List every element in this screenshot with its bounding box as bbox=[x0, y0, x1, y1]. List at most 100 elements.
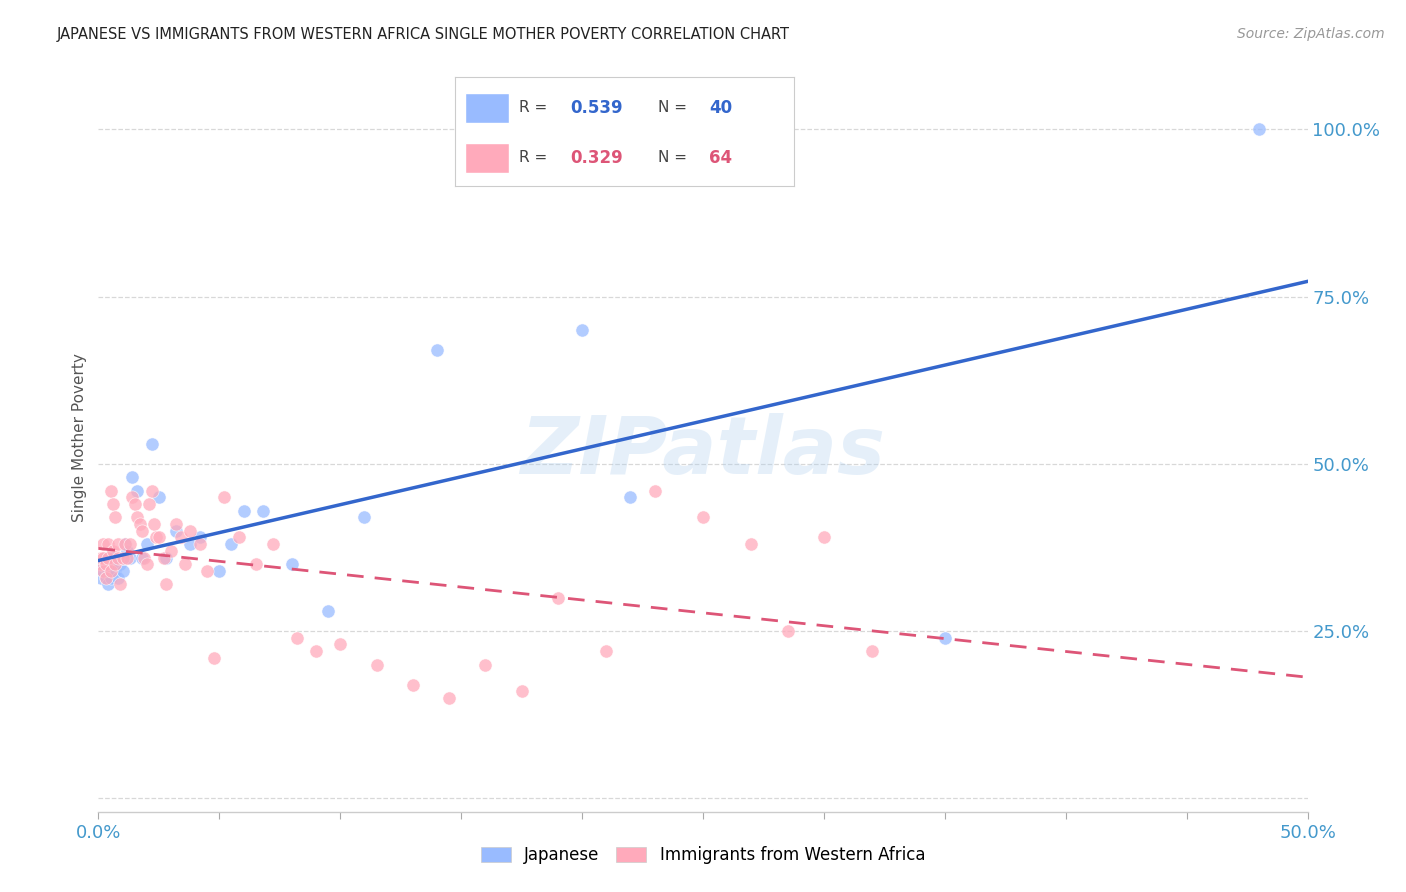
Point bbox=[165, 524, 187, 538]
Point bbox=[1249, 122, 1271, 136]
Point bbox=[135, 557, 157, 572]
Point bbox=[111, 564, 134, 578]
Point bbox=[619, 491, 641, 505]
Point bbox=[91, 564, 114, 578]
Point bbox=[692, 510, 714, 524]
Point bbox=[571, 323, 593, 337]
Point bbox=[329, 637, 352, 651]
Point bbox=[740, 537, 762, 551]
Point bbox=[128, 517, 150, 532]
Point bbox=[100, 557, 122, 572]
Point bbox=[245, 557, 267, 572]
Point bbox=[118, 550, 141, 565]
Point bbox=[155, 577, 177, 591]
Point bbox=[90, 550, 112, 565]
Point bbox=[91, 564, 114, 578]
Point bbox=[155, 550, 177, 565]
Point bbox=[97, 537, 120, 551]
Point bbox=[97, 577, 120, 591]
Point bbox=[118, 537, 141, 551]
Point bbox=[91, 557, 114, 572]
Point bbox=[148, 530, 170, 544]
Legend: Japanese, Immigrants from Western Africa: Japanese, Immigrants from Western Africa bbox=[474, 839, 932, 871]
Point bbox=[148, 491, 170, 505]
Text: JAPANESE VS IMMIGRANTS FROM WESTERN AFRICA SINGLE MOTHER POVERTY CORRELATION CHA: JAPANESE VS IMMIGRANTS FROM WESTERN AFRI… bbox=[56, 27, 789, 42]
Point bbox=[107, 537, 129, 551]
Point bbox=[305, 644, 328, 658]
Point bbox=[776, 624, 799, 639]
Point bbox=[104, 557, 127, 572]
Point bbox=[174, 557, 197, 572]
Point bbox=[100, 483, 122, 498]
Point bbox=[121, 491, 143, 505]
Point bbox=[860, 644, 883, 658]
Point bbox=[100, 564, 122, 578]
Point bbox=[97, 564, 120, 578]
Point bbox=[228, 530, 250, 544]
Point bbox=[131, 524, 153, 538]
Point bbox=[934, 631, 956, 645]
Point bbox=[90, 557, 112, 572]
Point bbox=[813, 530, 835, 544]
Point bbox=[117, 544, 139, 558]
Text: ZIPatlas: ZIPatlas bbox=[520, 413, 886, 491]
Point bbox=[114, 537, 136, 551]
Point bbox=[143, 517, 166, 532]
Point bbox=[91, 537, 114, 551]
Point bbox=[208, 564, 231, 578]
Point bbox=[111, 550, 134, 565]
Point bbox=[353, 510, 375, 524]
Point bbox=[97, 550, 120, 565]
Point bbox=[169, 530, 191, 544]
Point bbox=[94, 557, 117, 572]
Point bbox=[90, 571, 112, 585]
Point bbox=[135, 537, 157, 551]
Point bbox=[94, 571, 117, 585]
Point bbox=[644, 483, 666, 498]
Text: Source: ZipAtlas.com: Source: ZipAtlas.com bbox=[1237, 27, 1385, 41]
Point bbox=[117, 550, 139, 565]
Point bbox=[145, 530, 167, 544]
Point bbox=[101, 550, 124, 565]
Point bbox=[124, 497, 146, 511]
Point bbox=[195, 564, 218, 578]
Point bbox=[262, 537, 284, 551]
Point bbox=[108, 557, 131, 572]
Point bbox=[212, 491, 235, 505]
Point bbox=[91, 550, 114, 565]
Point bbox=[188, 537, 211, 551]
Y-axis label: Single Mother Poverty: Single Mother Poverty bbox=[72, 352, 87, 522]
Point bbox=[188, 530, 211, 544]
Point bbox=[101, 497, 124, 511]
Point bbox=[437, 691, 460, 706]
Point bbox=[121, 470, 143, 484]
Point bbox=[104, 564, 127, 578]
Point bbox=[547, 591, 569, 605]
Point bbox=[366, 657, 388, 672]
Point bbox=[165, 517, 187, 532]
Point bbox=[179, 537, 201, 551]
Point bbox=[510, 684, 533, 698]
Point bbox=[285, 631, 308, 645]
Point bbox=[114, 537, 136, 551]
Point bbox=[474, 657, 496, 672]
Point bbox=[127, 483, 149, 498]
Point bbox=[221, 537, 243, 551]
Point bbox=[111, 550, 134, 565]
Point bbox=[101, 544, 124, 558]
Point bbox=[94, 550, 117, 565]
Point bbox=[131, 550, 153, 565]
Point bbox=[94, 571, 117, 585]
Point bbox=[281, 557, 304, 572]
Point bbox=[127, 510, 149, 524]
Point bbox=[316, 604, 339, 618]
Point bbox=[100, 571, 122, 585]
Point bbox=[141, 483, 163, 498]
Point bbox=[134, 550, 156, 565]
Point bbox=[107, 550, 129, 565]
Point bbox=[138, 497, 160, 511]
Point bbox=[160, 544, 183, 558]
Point bbox=[252, 503, 274, 517]
Point bbox=[152, 550, 174, 565]
Point bbox=[107, 571, 129, 585]
